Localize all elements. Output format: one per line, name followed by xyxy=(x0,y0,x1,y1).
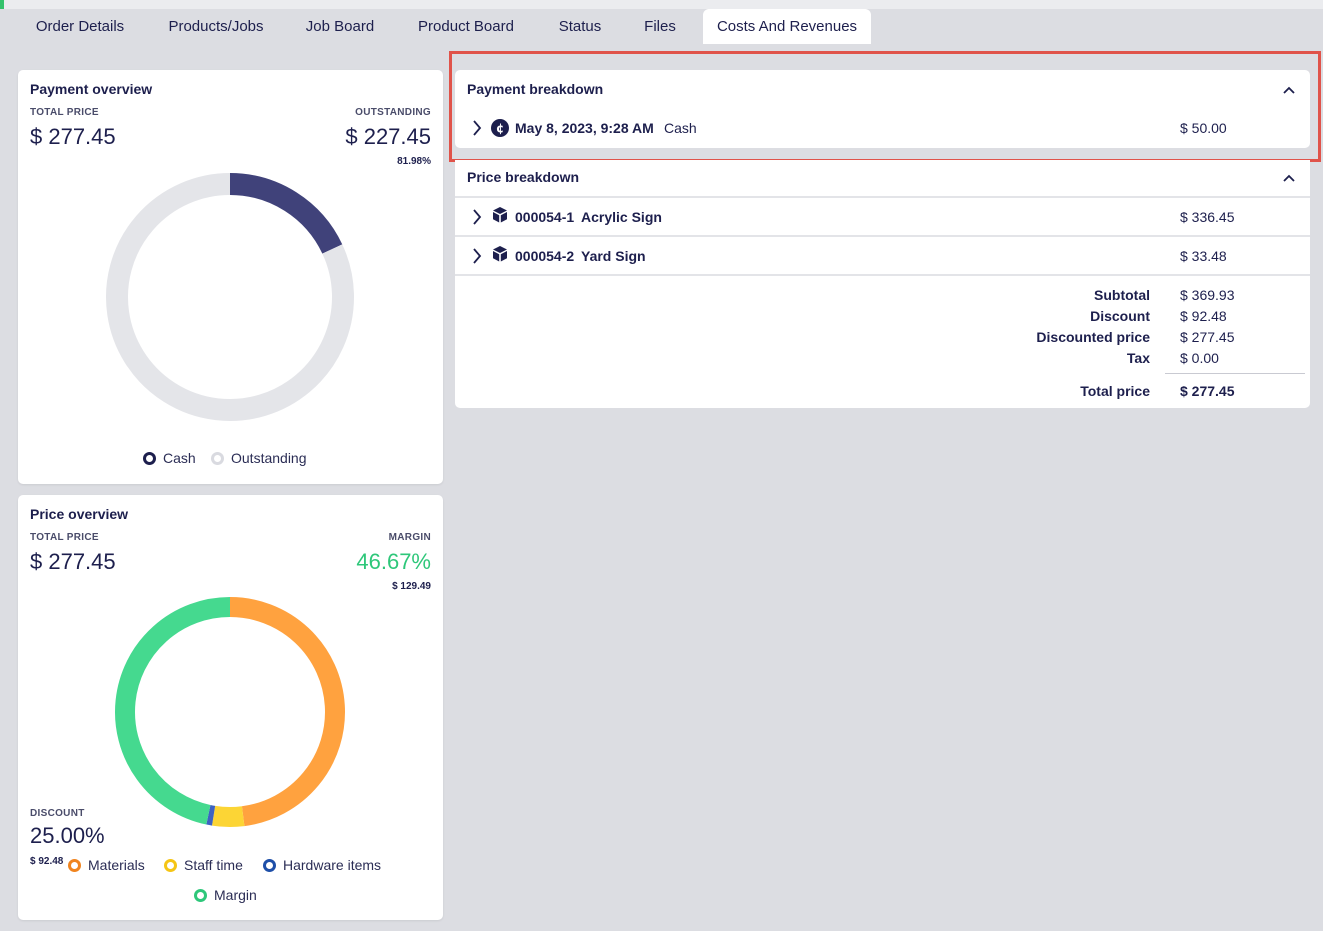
payment-breakdown-panel xyxy=(455,70,1310,148)
discount-total-label: Discount xyxy=(1090,308,1150,324)
discount-value: 25.00% xyxy=(30,823,105,848)
price-breakdown-title: Price breakdown xyxy=(467,169,580,185)
price-overview-title: Price overview xyxy=(30,506,129,522)
legend-hardware-label: Hardware items xyxy=(283,857,382,873)
payment-donut-chart xyxy=(106,173,354,421)
tab-products-jobs[interactable]: Products/Jobs xyxy=(168,18,264,35)
total-price-value: $ 277.45 xyxy=(30,124,116,149)
legend-hardware-items: Hardware items xyxy=(263,857,381,873)
item-2-amount: $ 33.48 xyxy=(1180,248,1227,264)
discounted-price-value: $ 277.45 xyxy=(1180,329,1235,345)
discount-total-value: $ 92.48 xyxy=(1180,308,1227,324)
price-breakdown-collapse-icon[interactable] xyxy=(1281,171,1297,185)
tab-product-board[interactable]: Product Board xyxy=(418,18,514,35)
legend-staff-time-label: Staff time xyxy=(184,857,243,873)
subtotal-label: Subtotal xyxy=(1094,287,1150,303)
staff-time-segment xyxy=(212,805,245,827)
payment-date: May 8, 2023, 9:28 AM xyxy=(515,120,654,136)
hardware-legend-icon xyxy=(263,858,276,872)
cash-payment-icon: ¢ xyxy=(491,119,509,137)
tab-job-board[interactable]: Job Board xyxy=(305,18,375,35)
price-total-label: TOTAL PRICE xyxy=(30,532,99,543)
outstanding-percent: 81.98% xyxy=(397,156,431,167)
legend-staff-time: Staff time xyxy=(164,857,243,873)
total-price-label-summary: Total price xyxy=(1080,383,1150,399)
legend-outstanding: Outstanding xyxy=(211,450,307,466)
item-1-expand-icon[interactable] xyxy=(470,208,484,226)
outstanding-label: OUTSTANDING xyxy=(355,107,431,118)
discounted-price-label: Discounted price xyxy=(1036,329,1150,345)
payment-row-expand-icon[interactable] xyxy=(470,119,484,137)
payment-amount: $ 50.00 xyxy=(1180,120,1227,136)
top-strip xyxy=(0,0,1323,9)
outstanding-legend-icon xyxy=(211,451,224,465)
item-2-expand-icon[interactable] xyxy=(470,247,484,265)
tab-files[interactable]: Files xyxy=(644,18,676,35)
legend-cash: Cash xyxy=(143,450,196,466)
staff-time-legend-icon xyxy=(164,858,177,872)
item-2-name: Yard Sign xyxy=(581,248,646,264)
price-overview-card: Price overview TOTAL PRICE $ 277.45 MARG… xyxy=(18,495,443,920)
payment-method: Cash xyxy=(664,120,697,136)
legend-outstanding-label: Outstanding xyxy=(231,450,307,466)
legend-margin-label: Margin xyxy=(214,887,257,903)
outstanding-value: $ 227.45 xyxy=(345,124,431,149)
cash-legend-icon xyxy=(143,451,156,465)
payment-overview-title: Payment overview xyxy=(30,81,153,97)
totals-divider xyxy=(1165,373,1305,374)
margin-legend-icon xyxy=(194,888,207,902)
margin-segment xyxy=(115,597,231,825)
payment-overview-card: Payment overview TOTAL PRICE $ 277.45 OU… xyxy=(18,70,443,484)
tax-label: Tax xyxy=(1126,350,1150,366)
discount-label: DISCOUNT xyxy=(30,808,85,819)
item-1-amount: $ 336.45 xyxy=(1180,209,1235,225)
margin-value: 46.67% xyxy=(356,549,431,574)
discount-amount: $ 92.48 xyxy=(30,856,64,867)
legend-cash-label: Cash xyxy=(163,450,196,466)
tab-status[interactable]: Status xyxy=(558,18,602,35)
margin-label: MARGIN xyxy=(388,532,431,543)
legend-materials-label: Materials xyxy=(88,857,145,873)
legend-margin: Margin xyxy=(194,887,257,903)
tab-costs-and-revenues[interactable]: Costs And Revenues xyxy=(703,9,871,44)
legend-materials: Materials xyxy=(68,857,145,873)
payment-breakdown-collapse-icon[interactable] xyxy=(1281,83,1297,97)
item-2-code: 000054-2 xyxy=(515,248,575,264)
item-2-box-icon xyxy=(493,246,507,262)
price-total-value: $ 277.45 xyxy=(30,549,116,574)
hardware-segment xyxy=(206,804,216,826)
margin-amount: $ 129.49 xyxy=(392,581,431,592)
price-breakdown-panel xyxy=(455,160,1310,408)
outstanding-segment xyxy=(106,173,354,421)
tab-order-details[interactable]: Order Details xyxy=(35,18,125,35)
item-1-code: 000054-1 xyxy=(515,209,575,225)
price-donut-chart xyxy=(115,597,345,827)
tab-bar: Order Details Products/Jobs Job Board Pr… xyxy=(0,9,1323,44)
item-1-box-icon xyxy=(493,207,507,223)
subtotal-value: $ 369.93 xyxy=(1180,287,1235,303)
total-price-label: TOTAL PRICE xyxy=(30,107,99,118)
row-divider xyxy=(455,235,1310,237)
item-1-name: Acrylic Sign xyxy=(581,209,662,225)
svg-text:¢: ¢ xyxy=(496,122,504,136)
top-accent-bar xyxy=(0,0,4,9)
row-divider xyxy=(455,274,1310,276)
materials-segment xyxy=(229,597,345,827)
total-price-value-summary: $ 277.45 xyxy=(1180,383,1235,399)
payment-breakdown-title: Payment breakdown xyxy=(467,81,604,97)
tax-value: $ 0.00 xyxy=(1180,350,1219,366)
materials-legend-icon xyxy=(68,858,81,872)
row-divider xyxy=(455,196,1310,198)
cash-segment xyxy=(229,173,343,254)
